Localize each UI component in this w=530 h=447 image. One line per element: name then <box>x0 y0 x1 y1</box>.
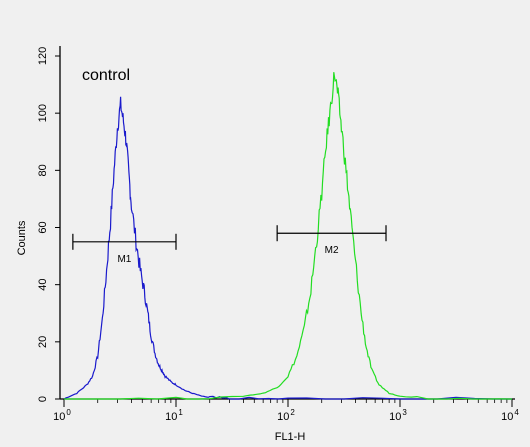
x-axis-label: FL1-H <box>275 431 306 442</box>
y-ticks: 0 20 40 60 80 100 120 <box>37 47 60 402</box>
y-tick-label: 20 <box>37 336 49 348</box>
x-tick-exponent: 4 <box>514 408 519 417</box>
x-tick-exponent: 1 <box>178 408 183 417</box>
histogram-series-line <box>63 96 512 400</box>
x-tick-exponent: 2 <box>290 408 295 417</box>
gate-marker-label: M1 <box>117 254 131 265</box>
y-tick-label: 100 <box>37 104 49 122</box>
histogram-series-line <box>64 72 513 400</box>
y-axis-label: Counts <box>16 220 28 255</box>
y-tick-label: 40 <box>37 279 49 291</box>
x-tick-exponent: 3 <box>402 408 407 417</box>
series-layer <box>63 72 513 400</box>
y-tick-label: 80 <box>37 164 49 176</box>
y-tick-label: 0 <box>37 396 49 402</box>
x-tick-exponent: 0 <box>66 408 71 417</box>
control-annotation: control <box>82 67 130 84</box>
y-tick-label: 120 <box>37 47 49 65</box>
marker-layer: M1 M2 <box>72 225 387 265</box>
y-tick-label: 60 <box>37 221 49 233</box>
gate-marker-label: M2 <box>325 245 339 256</box>
